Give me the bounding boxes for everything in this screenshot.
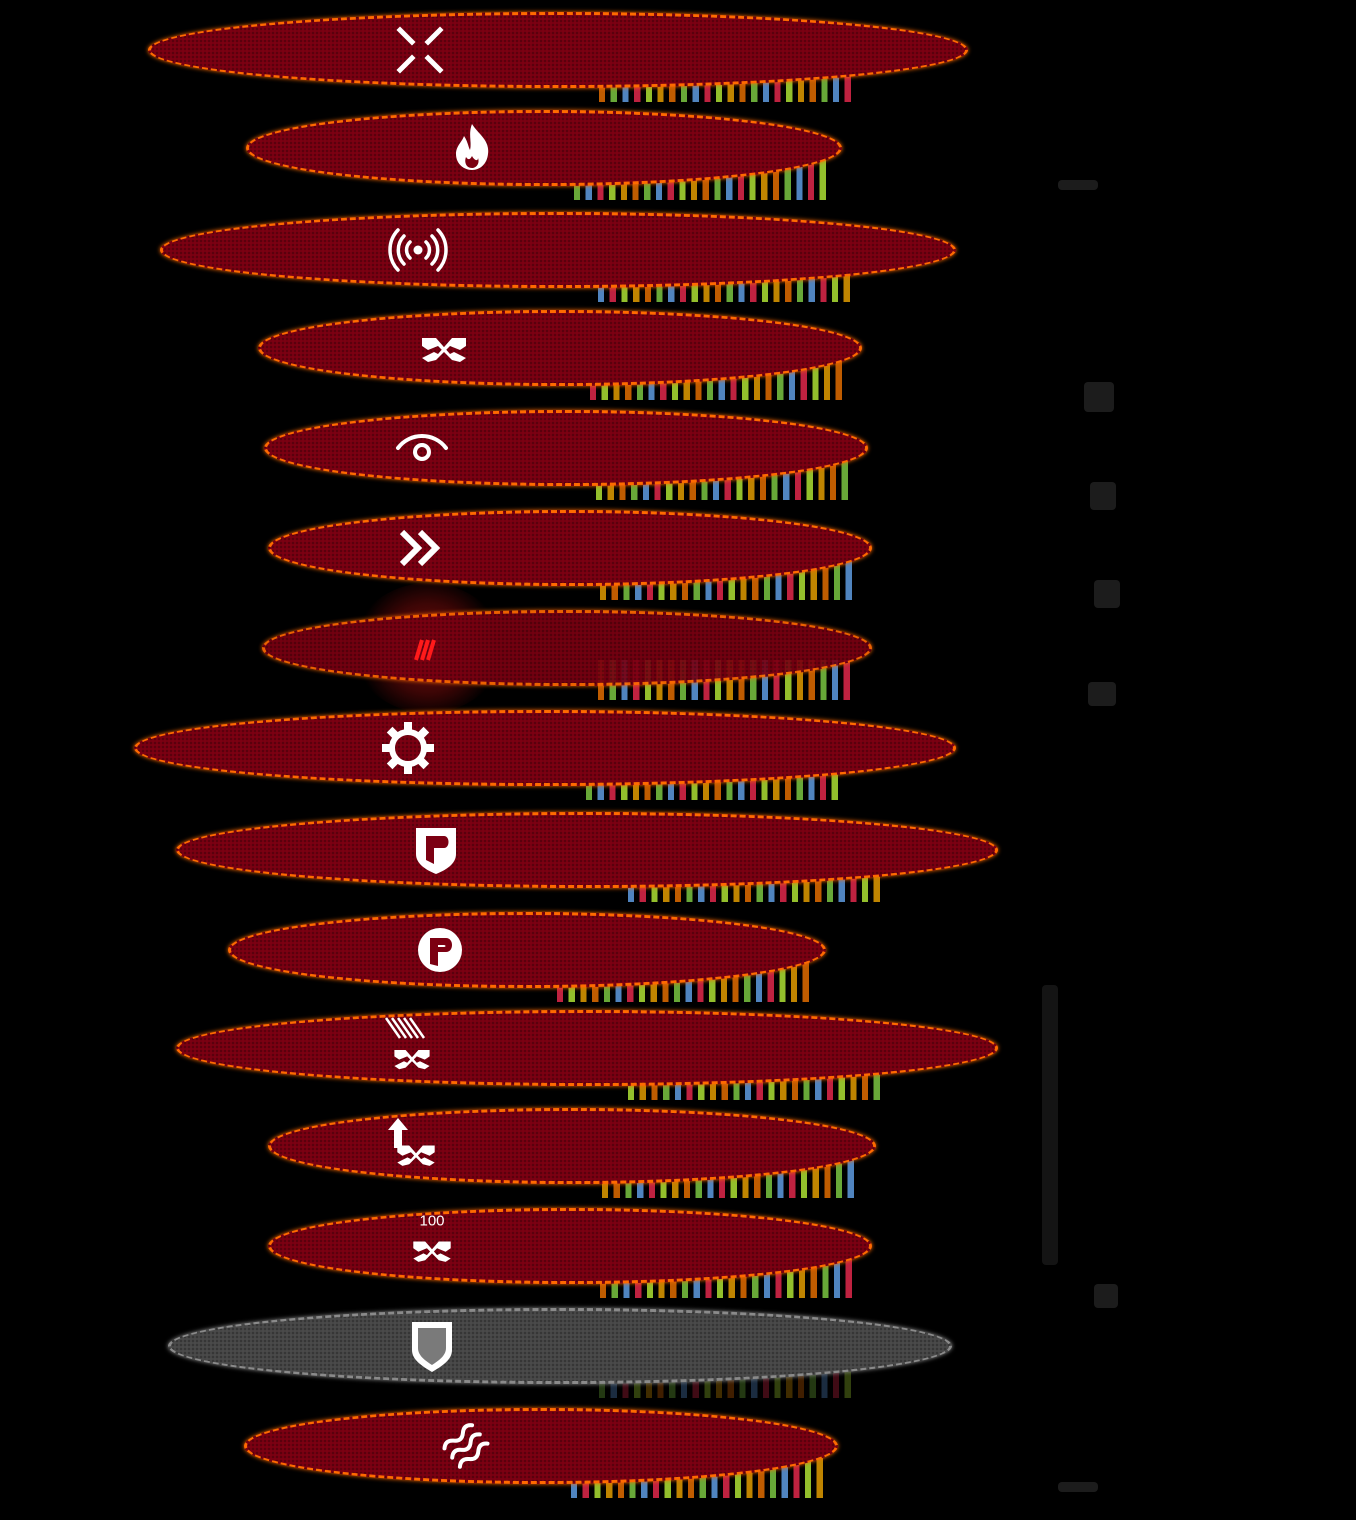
ability-row (0, 0, 1356, 102)
crossed-arms-100-icon (400, 1214, 464, 1278)
ability-button[interactable] (160, 212, 956, 288)
shield-icon (400, 1314, 464, 1378)
cog-icon (376, 716, 440, 780)
count-badge: 100 (419, 1212, 445, 1230)
ability-button[interactable] (246, 110, 842, 186)
eye-icon (390, 416, 454, 480)
ability-row (0, 583, 1356, 713)
ability-button[interactable] (268, 510, 872, 586)
glitch-tick (1094, 1284, 1118, 1308)
ability-button[interactable] (148, 12, 968, 88)
ability-row (0, 98, 1356, 200)
ability-button[interactable] (176, 812, 998, 888)
crosshair-icon (388, 18, 452, 82)
ability-row (0, 800, 1356, 902)
ability-row (0, 1296, 1356, 1398)
ability-button[interactable] (268, 1108, 876, 1184)
ability-row (0, 698, 1356, 800)
glitch-tick (1090, 482, 1116, 510)
ability-button[interactable] (228, 912, 826, 988)
ability-button[interactable] (264, 410, 868, 486)
p-badge-icon (408, 918, 472, 982)
glitch-tick (1084, 382, 1114, 412)
ability-row (0, 398, 1356, 500)
double-chevron-icon (388, 516, 452, 580)
glitch-tick (1042, 985, 1058, 1265)
ability-row (0, 200, 1356, 302)
ability-button[interactable] (244, 1408, 838, 1484)
upgrade-crossed-arms-icon (380, 1114, 444, 1178)
glitch-tick (1058, 1482, 1098, 1492)
ability-row (0, 298, 1356, 400)
shield-p-icon (404, 818, 468, 882)
glitch-tick (1058, 180, 1098, 190)
glitch-tick (1088, 682, 1116, 706)
ability-button[interactable] (134, 710, 956, 786)
ability-row (0, 1396, 1356, 1498)
ability-button[interactable] (176, 1010, 998, 1086)
claw-slash-icon (396, 616, 460, 680)
ability-button[interactable] (262, 610, 872, 686)
ability-row (0, 900, 1356, 1002)
ability-row: 100 (0, 1196, 1356, 1298)
ability-button[interactable] (268, 1208, 872, 1284)
flame-icon (440, 116, 504, 180)
heat-waves-icon (434, 1414, 498, 1478)
ability-row (0, 498, 1356, 600)
ability-button[interactable] (168, 1308, 952, 1384)
ability-row (0, 1096, 1356, 1198)
ability-row (0, 998, 1356, 1100)
glitch-tick (1094, 580, 1120, 608)
crossed-arms-icon (412, 316, 476, 380)
ability-button[interactable] (258, 310, 862, 386)
rain-crossed-arms-icon (380, 1016, 444, 1080)
signal-waves-icon (386, 218, 450, 282)
